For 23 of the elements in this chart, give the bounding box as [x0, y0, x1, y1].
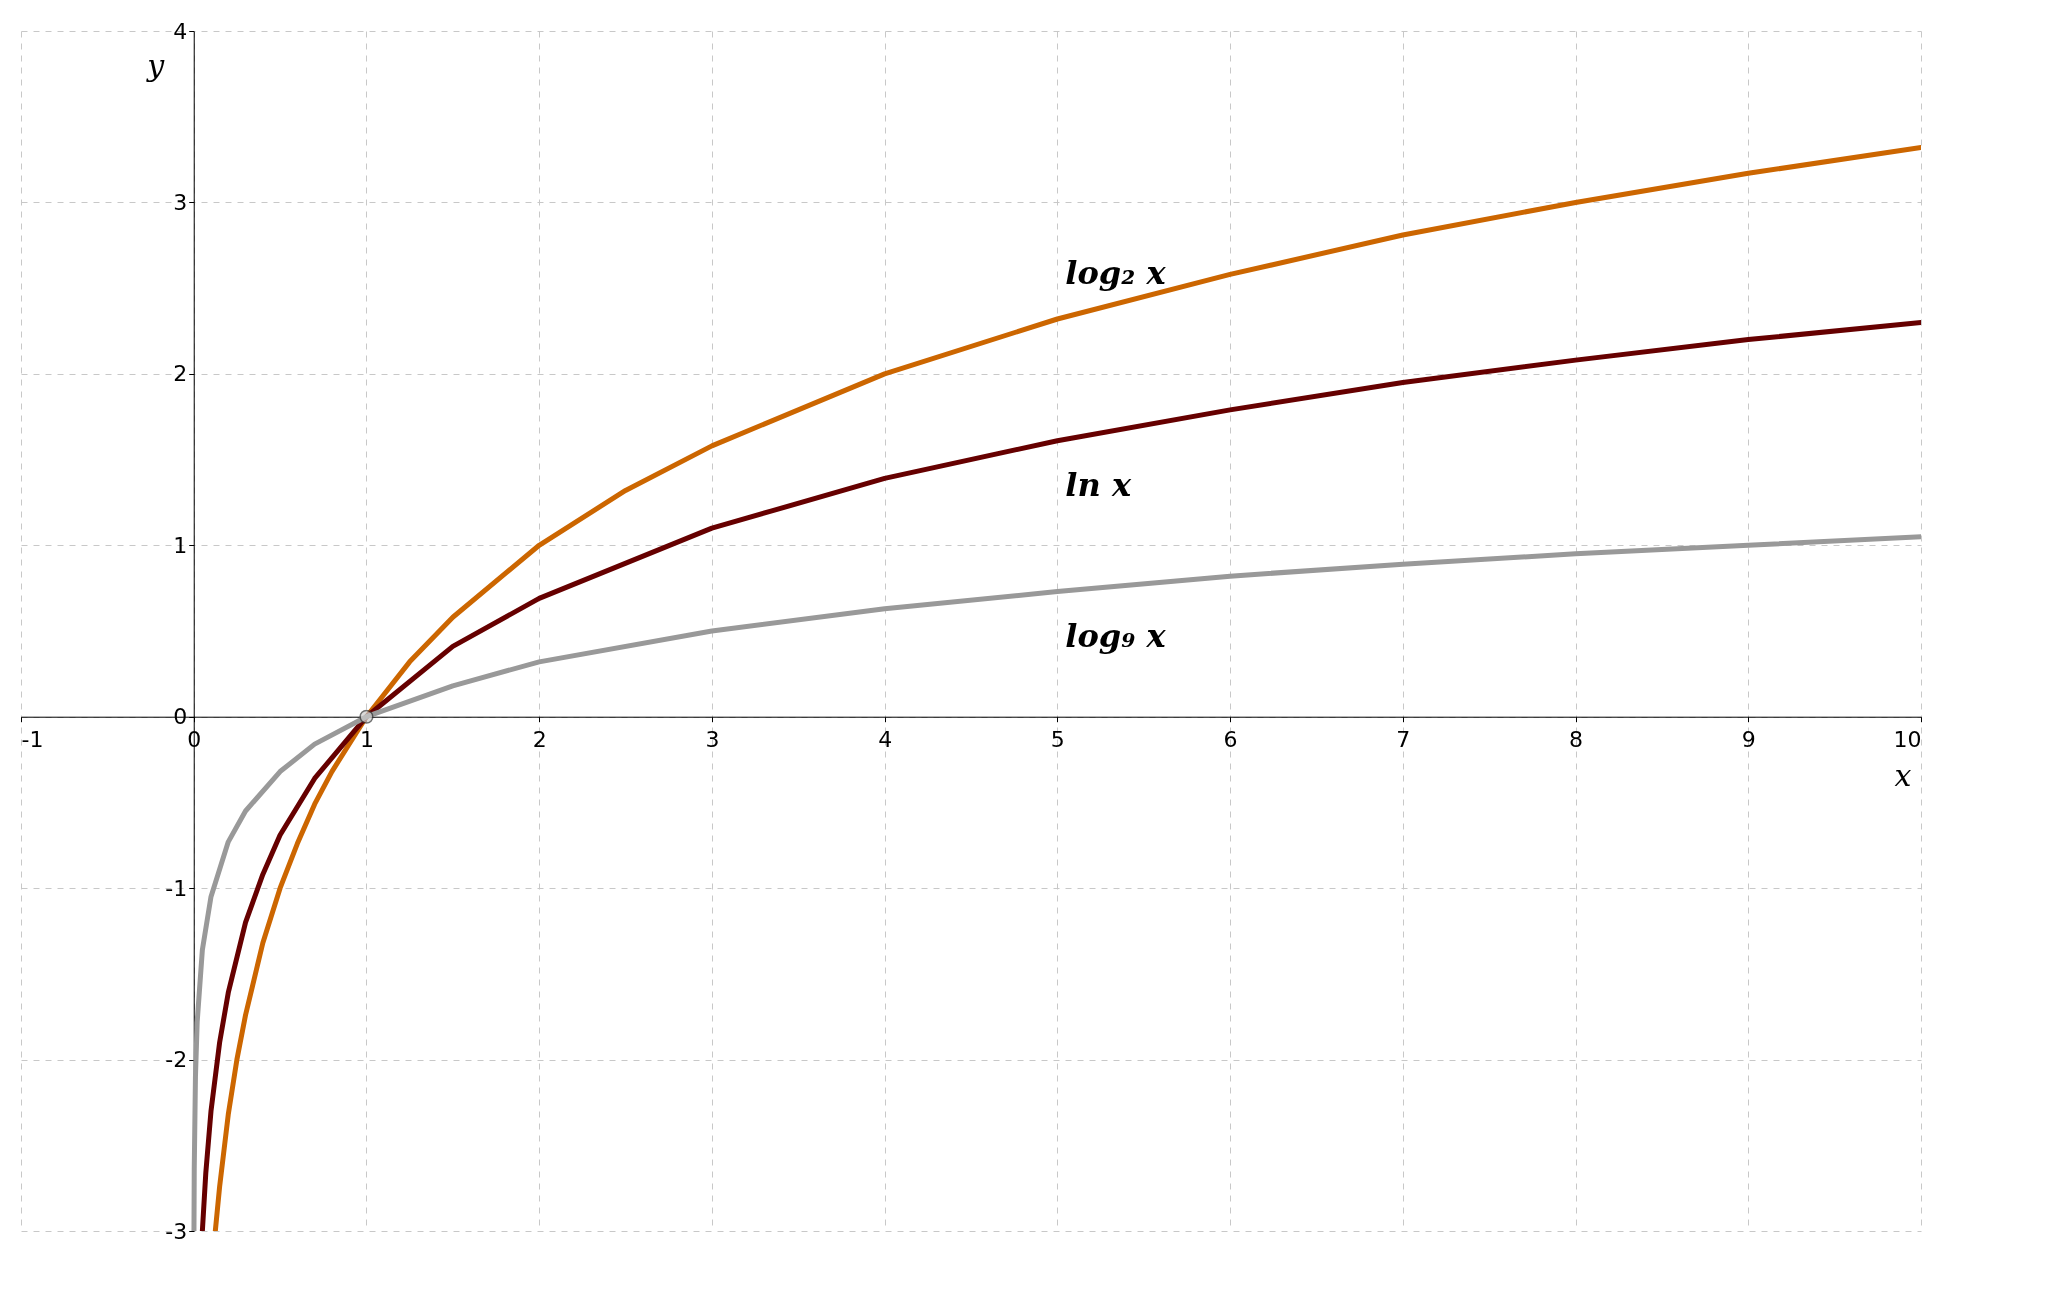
x-tick-label: 4 [878, 727, 893, 753]
y-axis-title: y [145, 47, 166, 83]
y-tick-label: 1 [173, 532, 188, 558]
y-tick-label: -3 [165, 1218, 188, 1244]
x-tick-label: 9 [1741, 727, 1756, 753]
y-tick-label: -1 [165, 875, 188, 901]
x-tick-label: 10 [1893, 727, 1922, 753]
series-label: log₂ x [1065, 254, 1167, 292]
y-tick-label: 2 [173, 361, 188, 387]
y-tick-label: 4 [173, 18, 188, 44]
x-tick-label: 6 [1223, 727, 1238, 753]
x-tick-label: 1 [359, 727, 374, 753]
x-tick-label: 7 [1396, 727, 1411, 753]
y-tick-label: 3 [173, 189, 188, 215]
x-tick-label: 2 [532, 727, 547, 753]
series-label: ln x [1065, 465, 1132, 504]
x-axis-title: x [1894, 758, 1912, 794]
x-tick-label: 3 [705, 727, 720, 753]
y-tick-label: -2 [165, 1047, 188, 1073]
series-label: log₉ x [1065, 616, 1167, 655]
x-tick-label: 8 [1569, 727, 1584, 753]
x-tick-label: 5 [1050, 727, 1065, 753]
x-tick-label: -1 [21, 727, 44, 753]
